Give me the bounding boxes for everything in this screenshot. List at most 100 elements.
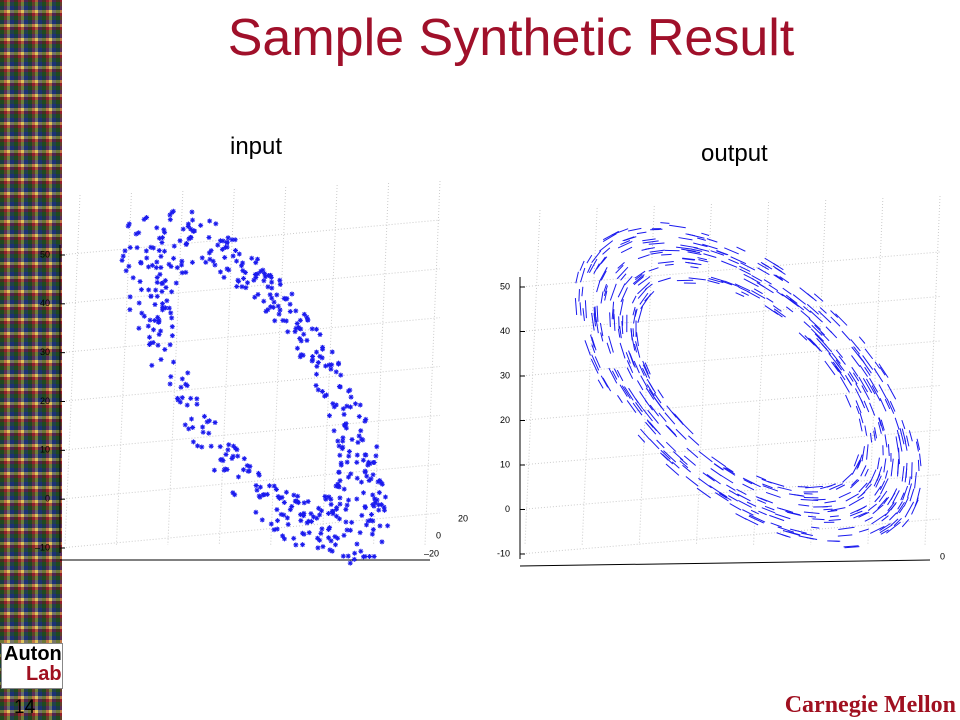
point <box>285 521 291 527</box>
segment <box>814 333 827 346</box>
point <box>301 311 307 317</box>
point <box>217 269 223 275</box>
segment <box>877 422 882 434</box>
segment <box>742 477 756 485</box>
segment <box>580 267 586 283</box>
point <box>360 554 366 560</box>
grid-line <box>373 182 390 546</box>
point <box>372 496 378 502</box>
segment <box>776 290 784 297</box>
point <box>154 259 160 265</box>
point <box>183 269 189 275</box>
segment <box>874 485 882 496</box>
segment <box>637 434 646 443</box>
point <box>284 515 290 521</box>
point <box>319 355 325 361</box>
point <box>370 527 376 533</box>
segment <box>604 290 608 301</box>
segment <box>590 358 599 374</box>
segment <box>734 283 751 292</box>
point <box>346 388 352 394</box>
point <box>283 489 289 495</box>
segment <box>844 546 860 549</box>
segment <box>648 242 665 245</box>
segment <box>774 513 791 520</box>
output-segments <box>574 222 922 549</box>
point <box>221 274 227 280</box>
segment <box>835 365 846 381</box>
segment <box>635 402 643 413</box>
point <box>154 293 160 299</box>
segment <box>644 362 651 375</box>
segment <box>900 492 905 501</box>
point <box>160 304 166 310</box>
segment <box>634 308 638 317</box>
point <box>281 499 287 505</box>
segment <box>642 367 648 378</box>
point <box>314 363 320 369</box>
segment <box>718 492 732 501</box>
segment <box>768 284 779 292</box>
z-tick-label: 10 <box>500 459 510 469</box>
plaid-strip <box>0 0 62 720</box>
segment <box>647 420 654 428</box>
segment <box>742 483 755 491</box>
point <box>293 325 299 331</box>
point <box>284 296 290 302</box>
point <box>188 235 194 241</box>
segment <box>636 332 639 347</box>
point <box>310 357 316 363</box>
segment <box>702 472 715 482</box>
segment <box>687 262 698 265</box>
point <box>220 238 226 244</box>
segment <box>638 364 645 376</box>
point <box>297 317 303 323</box>
point <box>309 519 315 525</box>
segment <box>884 503 896 517</box>
segment <box>894 417 900 430</box>
segment <box>671 461 680 469</box>
point <box>161 227 167 233</box>
point <box>289 291 295 297</box>
point <box>363 522 369 528</box>
point <box>203 259 209 265</box>
segment <box>665 263 674 266</box>
point <box>224 239 230 245</box>
point <box>335 438 341 444</box>
slide-number: 14 <box>14 697 36 718</box>
point <box>333 402 339 408</box>
point <box>150 327 156 333</box>
point <box>341 486 347 492</box>
point <box>337 495 343 501</box>
point <box>271 527 277 533</box>
segment <box>850 479 860 489</box>
point <box>366 477 372 483</box>
point <box>374 444 380 450</box>
point <box>235 277 241 283</box>
point <box>156 331 162 337</box>
point <box>354 452 360 458</box>
segment <box>722 467 736 476</box>
point <box>240 268 246 274</box>
point <box>153 287 159 293</box>
segment <box>666 405 677 418</box>
segment <box>714 492 729 502</box>
segment <box>626 400 637 413</box>
point <box>313 383 319 389</box>
segment <box>584 300 587 319</box>
segment <box>864 348 874 360</box>
point <box>155 342 161 348</box>
segment <box>721 260 738 268</box>
segment <box>606 342 612 354</box>
point <box>327 525 333 531</box>
segment <box>630 328 633 339</box>
point <box>225 235 231 241</box>
point <box>385 523 391 529</box>
segment <box>682 464 691 473</box>
point <box>293 542 299 548</box>
point <box>343 519 349 525</box>
point <box>243 285 249 291</box>
segment <box>879 397 887 412</box>
segment <box>818 310 832 324</box>
point <box>337 501 343 507</box>
